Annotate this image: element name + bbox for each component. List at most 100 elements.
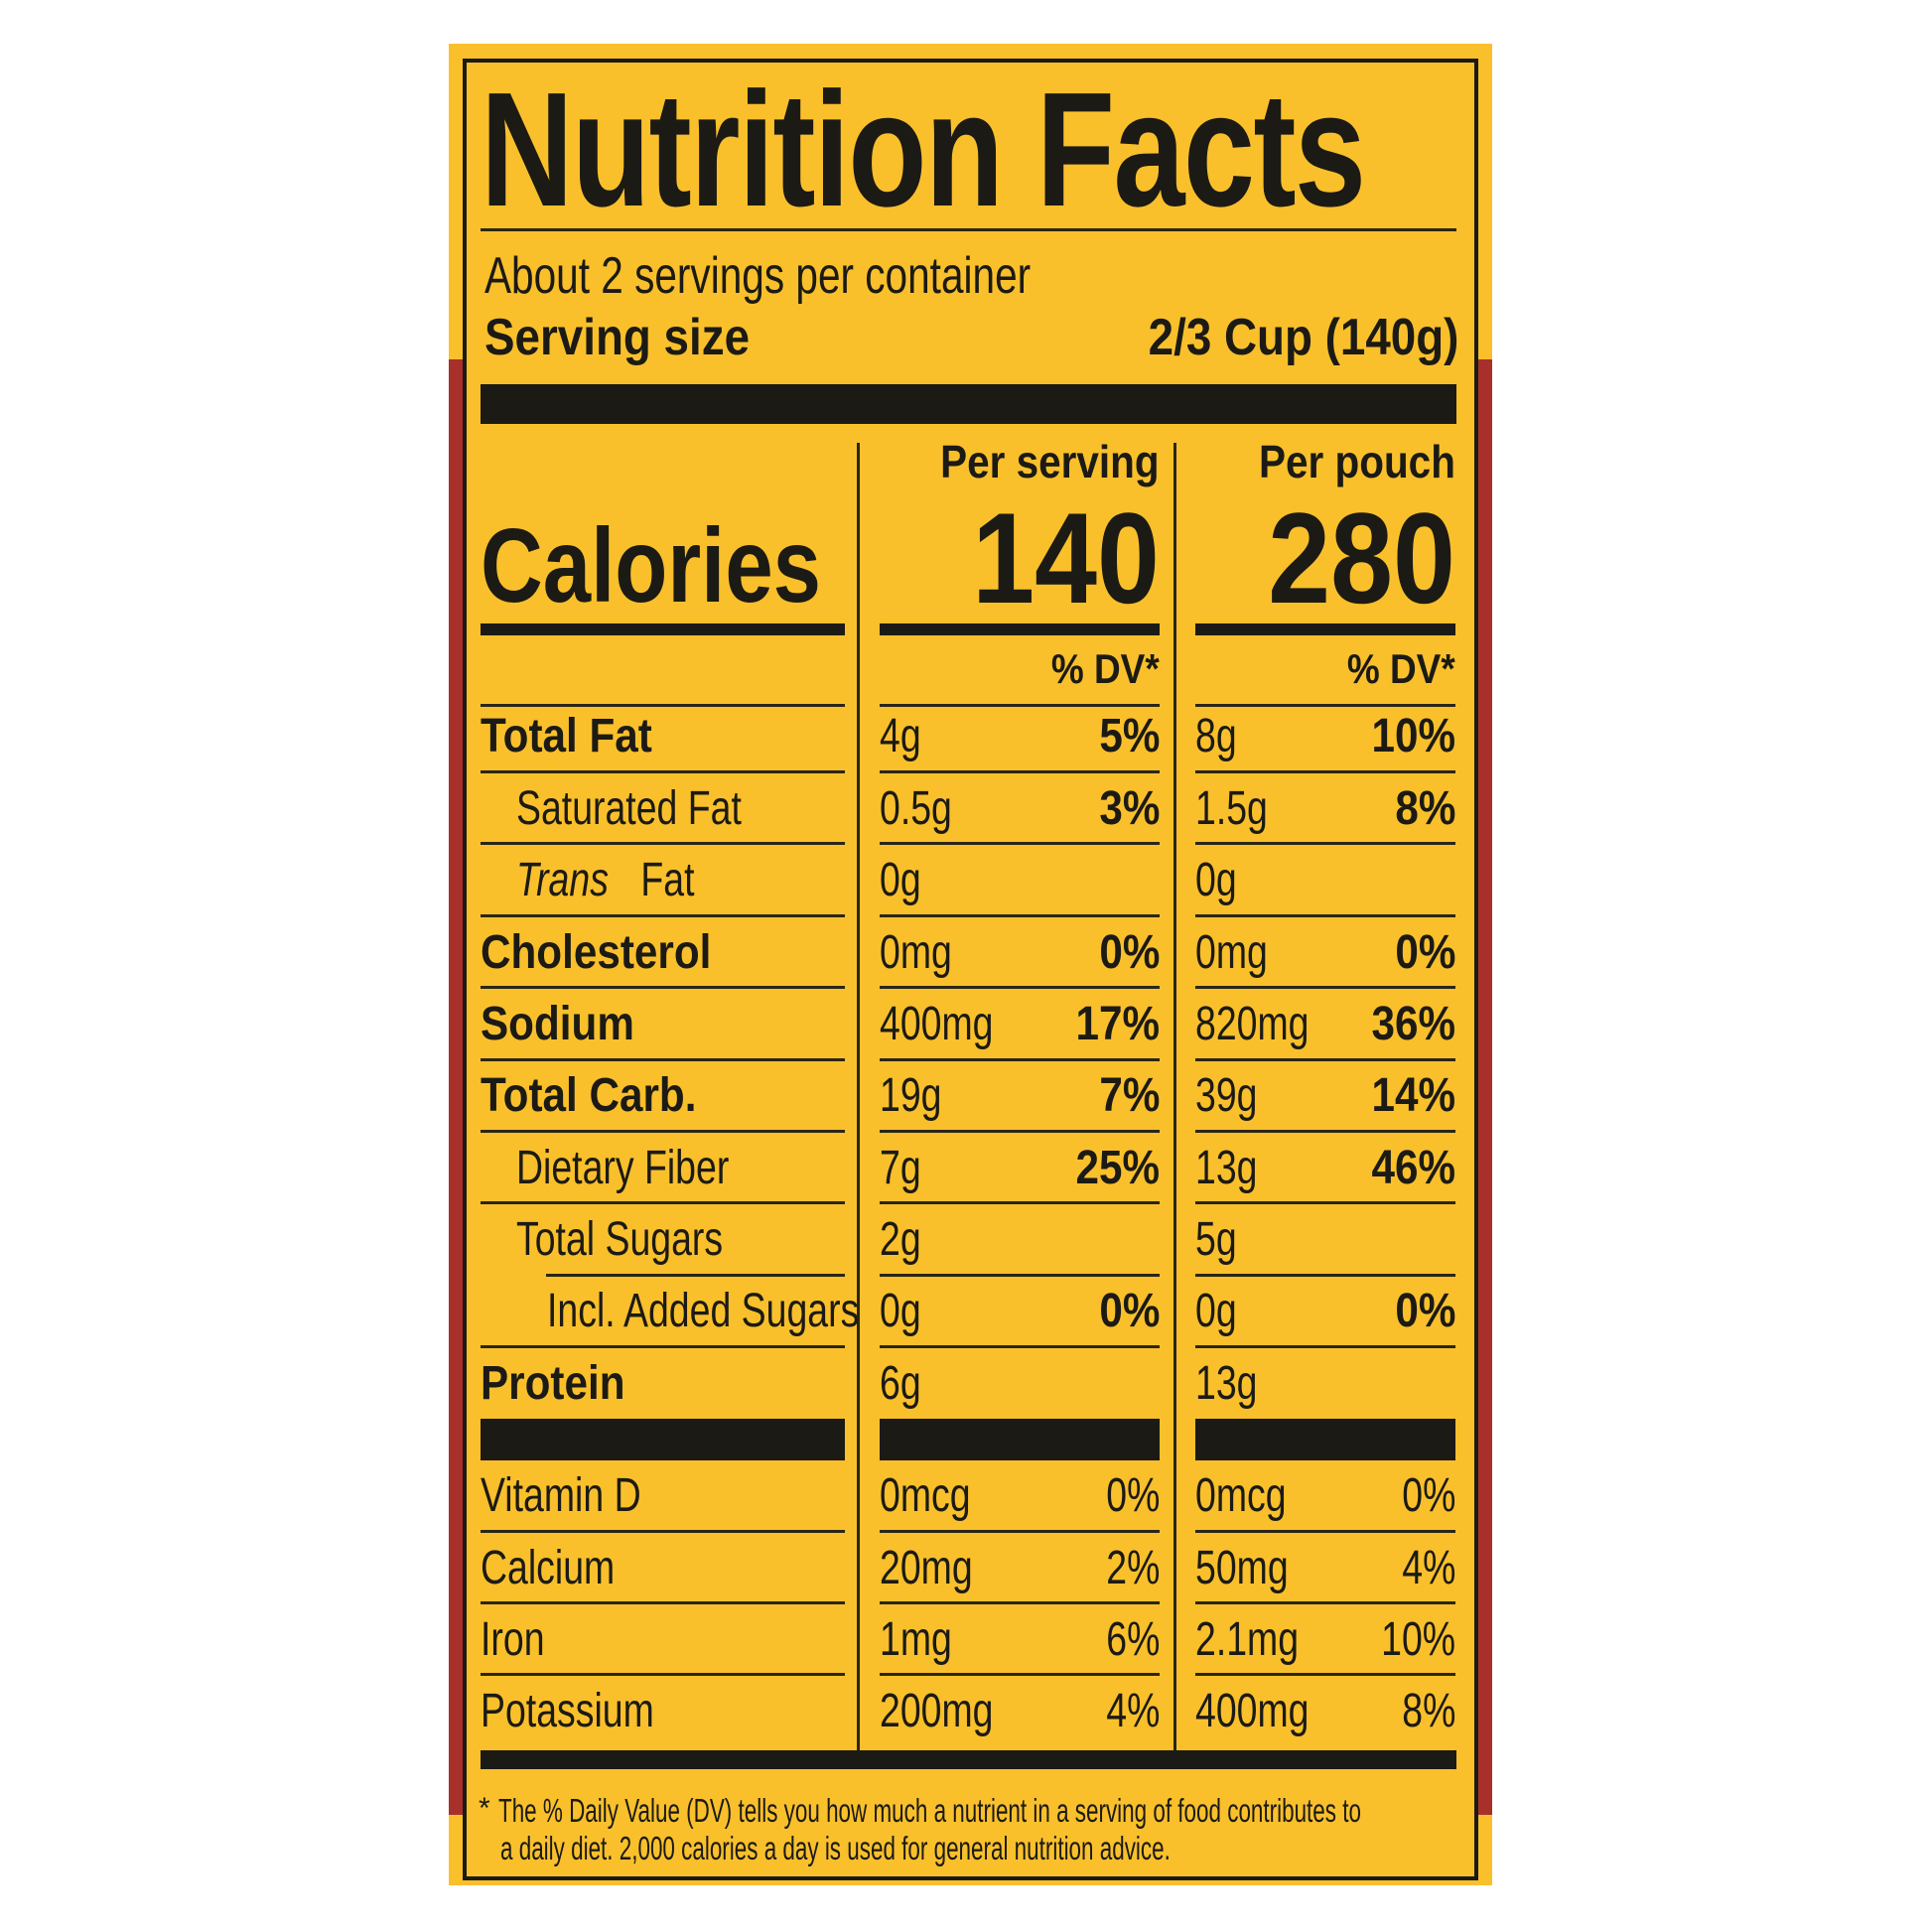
nutrient-name: Sodium (481, 995, 655, 1054)
row-divider (1195, 704, 1455, 707)
vitamin-dv-text: 6% (1105, 1613, 1160, 1666)
calories-per-pouch: 280 (1268, 485, 1455, 630)
row-divider (481, 770, 845, 773)
nutrient-dv: 25% (1064, 1139, 1160, 1198)
row-divider (1195, 1201, 1455, 1204)
row-divider (481, 914, 845, 917)
nutrient-amount-text: 0mg (1195, 926, 1268, 979)
title-divider (481, 228, 1456, 231)
nutrient-dv-text: 0% (1098, 1285, 1160, 1337)
row-divider (1195, 1601, 1455, 1604)
nutrient-amount: 0g (880, 851, 932, 910)
nutrient-amount-text: 5g (1195, 1213, 1237, 1266)
vitamin-dv: 6% (1091, 1610, 1160, 1670)
row-divider (481, 1201, 845, 1204)
nutrition-label-background (449, 44, 1492, 1885)
serving-thick-bar (481, 384, 1456, 424)
vitamin-amount-text: 2.1mg (1195, 1613, 1300, 1666)
row-divider (481, 1530, 845, 1533)
row-divider (880, 1274, 1160, 1277)
row-divider (546, 1274, 845, 1277)
row-divider (1195, 1345, 1455, 1348)
nutrient-name-text: Saturated Fat (516, 782, 742, 835)
row-divider (880, 1601, 1160, 1604)
calories-label: Calories (481, 507, 822, 624)
serving-size-label: Serving size (484, 309, 751, 366)
nutrient-amount-text: 400mg (880, 998, 994, 1050)
row-divider (481, 842, 845, 845)
serving-size-value: 2/3 Cup (140g) (1148, 309, 1458, 366)
row-divider (481, 704, 845, 707)
nutrition-facts-panel (463, 59, 1478, 1880)
row-divider (880, 914, 1160, 917)
nutrient-name-italic: Trans (516, 854, 609, 906)
nutrient-amount: 820mg (1195, 995, 1341, 1054)
vitamin-name-text: Potassium (481, 1685, 654, 1737)
nutrient-dv: 14% (1360, 1066, 1455, 1126)
vitamin-dv: 2% (1091, 1539, 1160, 1598)
nutrient-amount-text: 0g (880, 1285, 921, 1337)
nutrient-name: Trans Fat (516, 851, 713, 910)
vitamin-dv-text: 0% (1105, 1469, 1160, 1522)
footnote-line-1: The % Daily Value (DV) tells you how muc… (498, 1792, 1361, 1829)
nutrient-amount-text: 0g (1195, 1285, 1237, 1337)
footnote-line-2: a daily diet. 2,000 calories a day is us… (500, 1830, 1171, 1866)
nutrient-dv-text: 25% (1075, 1142, 1160, 1194)
nutrient-dv: 36% (1360, 995, 1455, 1054)
nutrient-dv-text: 36% (1371, 998, 1455, 1050)
nutrient-dv-text: 0% (1394, 1285, 1455, 1337)
calories-per-serving: 140 (972, 485, 1160, 630)
nutrient-dv: 0% (1387, 923, 1455, 983)
row-divider (481, 1345, 845, 1348)
vitamin-amount: 0mcg (1195, 1466, 1311, 1526)
nutrient-amount: 7g (880, 1139, 932, 1198)
vitamin-dv: 10% (1360, 1610, 1455, 1670)
nutrient-amount-text: 0g (1195, 854, 1237, 906)
vitamin-amount: 200mg (880, 1682, 1026, 1741)
row-divider (880, 1058, 1160, 1061)
calories-bar-2 (880, 623, 1160, 635)
nutrient-dv-text: 0% (1098, 926, 1160, 979)
row-divider (1195, 1058, 1455, 1061)
servings-per-container: About 2 servings per container (484, 247, 1032, 305)
title-text: Nutrition Facts (481, 59, 1366, 240)
nutrient-amount: 19g (880, 1066, 959, 1126)
nutrient-name: Incl. Added Sugars (547, 1282, 947, 1341)
row-divider (481, 1673, 845, 1676)
row-divider (1195, 986, 1455, 989)
per-serving-header: Per serving (940, 436, 1160, 487)
nutrient-dv: 17% (1064, 995, 1160, 1054)
nutrient-name-text: Incl. Added Sugars (547, 1285, 860, 1337)
nutrient-name: Dietary Fiber (516, 1139, 789, 1198)
vitamin-dv: 8% (1387, 1682, 1455, 1741)
nutrient-amount-text: 4g (880, 710, 921, 762)
row-divider (1195, 842, 1455, 845)
nutrient-name: Saturated Fat (516, 779, 805, 839)
nutrient-amount: 0g (880, 1282, 932, 1341)
row-divider (880, 1345, 1160, 1348)
vitamin-name: Vitamin D (481, 1466, 686, 1526)
nutrient-amount: 0g (1195, 1282, 1248, 1341)
vitamin-amount-text: 1mg (880, 1613, 952, 1666)
nutrient-dv: 7% (1091, 1066, 1160, 1126)
vitamin-name-text: Iron (481, 1613, 545, 1666)
nutrient-amount: 0g (1195, 851, 1248, 910)
row-divider (1195, 1673, 1455, 1676)
nutrient-amount: 2g (880, 1210, 932, 1270)
nutrient-amount-text: 2g (880, 1213, 921, 1266)
nutrient-dv-text: 10% (1371, 710, 1455, 762)
vitamin-separator-bar-2 (880, 1419, 1160, 1460)
nutrient-dv-text: 0% (1394, 926, 1455, 979)
row-divider (880, 770, 1160, 773)
nutrient-name: Total Fat (481, 707, 675, 766)
row-divider (481, 986, 845, 989)
row-divider (1195, 1130, 1455, 1133)
per-pouch-header: Per pouch (1259, 436, 1455, 487)
vitamin-amount: 400mg (1195, 1682, 1341, 1741)
nutrient-amount: 6g (880, 1354, 932, 1414)
row-divider (880, 986, 1160, 989)
nutrient-amount-text: 13g (1195, 1142, 1258, 1194)
nutrient-amount-text: 1.5g (1195, 782, 1268, 835)
nutrient-amount: 39g (1195, 1066, 1275, 1126)
left-red-strip (449, 359, 464, 1815)
